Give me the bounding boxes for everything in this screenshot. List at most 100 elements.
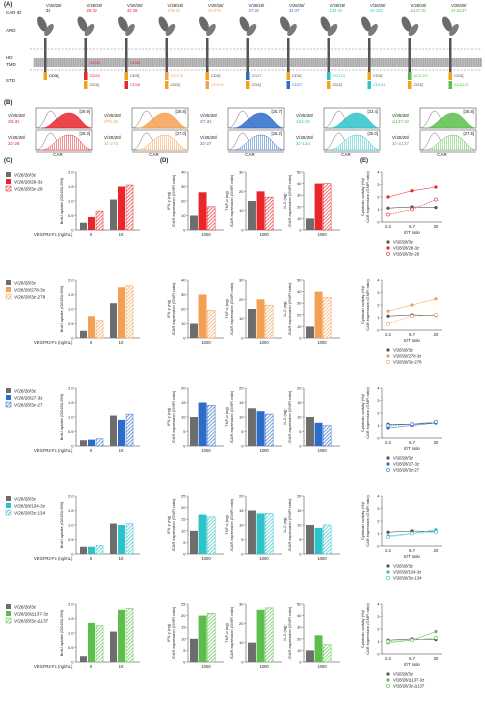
signaling-domain	[43, 72, 47, 80]
y-tick-label: 20	[239, 386, 244, 391]
construct-name: 3z-28	[127, 8, 138, 13]
scfv-domain	[287, 23, 297, 37]
signaling-domain-label: CD27	[252, 73, 263, 78]
y-tick-label: 30	[181, 184, 186, 189]
y-tick-label: 0	[71, 444, 74, 449]
histogram-label: 3z-28	[8, 141, 20, 146]
y-tick-label: 30	[297, 193, 302, 198]
histogram-label: 3z-27	[200, 141, 212, 146]
y-tick-label: 1	[377, 639, 380, 644]
x-tick-label: 0	[90, 448, 93, 453]
cytotoxicity-point	[434, 635, 438, 640]
car-construct: V/28/28/3z-28 CD3ζ CD28 CD28	[118, 3, 143, 89]
cytotoxicity-point	[386, 309, 390, 313]
x-tick-label: 2.2	[385, 440, 391, 445]
legend-swatch	[5, 401, 12, 408]
y-axis-label: IL-2 (ng)	[282, 409, 287, 425]
proliferation-bar	[118, 419, 125, 446]
y-tick-label: 2.0	[68, 602, 74, 607]
cytokine-bar	[314, 635, 323, 662]
y-tick-label: 1.5	[68, 292, 74, 297]
y-tick-label: 40	[297, 289, 302, 294]
legend-swatch	[6, 287, 11, 292]
scfv-domain	[84, 23, 95, 37]
cytokine-bar	[256, 299, 265, 338]
signaling-domain-label: CD134	[333, 73, 346, 78]
y-axis-label: /CAR expression (GMFI ratio)	[287, 282, 292, 335]
cytokine-bar	[248, 510, 256, 554]
functional-assay-charts: V/28/28/3zV/28/28/28-3zV/28/28/3z-2800.5…	[5, 170, 442, 689]
signaling-domain	[84, 81, 88, 89]
signaling-domain-label: CD27	[292, 82, 303, 87]
legend-label: V/28/28/3z	[393, 240, 413, 245]
legend-swatch	[6, 395, 11, 400]
signaling-domain	[367, 72, 371, 80]
tm-label: CD28	[130, 60, 141, 65]
histogram-label: 3z-134	[296, 141, 310, 146]
y-tick-label: 1	[377, 423, 380, 428]
legend-swatch	[6, 172, 11, 177]
legend-label: V/28/28/3z-278	[14, 295, 46, 300]
legend-label: V/28/28/28-3z	[393, 246, 419, 251]
histogram-label: V/28/28/	[104, 135, 122, 140]
signaling-domain-label: CD28	[90, 73, 101, 78]
construct-name: Δ137-3z	[411, 8, 427, 13]
y-tick-label: 0	[183, 552, 186, 557]
cytotoxicity-point	[386, 212, 390, 217]
car-curve	[425, 134, 477, 151]
legend-marker	[386, 570, 390, 574]
y-axis-label: /CAR expression (GMFI ratio)	[287, 390, 292, 443]
construct-name: 27-3z	[249, 8, 259, 13]
y-tick-label: 5	[183, 648, 186, 653]
cytokine-bar	[306, 218, 314, 230]
cytokine-bar	[206, 516, 216, 555]
hinge-domain	[368, 38, 371, 72]
cytokine-bar	[198, 514, 207, 554]
proliferation-bar	[88, 622, 95, 662]
y-tick-label: 0	[241, 228, 244, 233]
cytokine-bar	[206, 206, 216, 231]
proliferation-bar	[110, 415, 117, 446]
y-tick-label: 15	[297, 508, 302, 513]
x-tick-label: 10	[119, 340, 124, 345]
y-tick-label: 5	[299, 537, 302, 542]
y-tick-label: 2	[377, 627, 380, 632]
y-tick-label: 30	[297, 625, 302, 630]
histogram: V/28/28/3z-278 [27.0]	[104, 129, 189, 151]
y-tick-label: 20	[297, 204, 302, 209]
y-tick-label: 0	[71, 336, 74, 341]
legend-label: V/28/28/3z	[14, 281, 37, 286]
construct-name: 3z-27	[289, 8, 300, 13]
proliferation-bar	[80, 546, 87, 554]
cytokine-bar	[190, 638, 198, 662]
histogram: V/28/28/3z-28 [29.3]	[8, 129, 93, 151]
x-axis-label: VEGFR2-Fc (ng/mL)	[34, 664, 73, 669]
y-axis-label: IL-2 (ng)	[282, 517, 287, 533]
y-axis-label: TNF-α (ng)	[224, 191, 229, 211]
x-tick-label: 1000	[259, 232, 269, 237]
cytokine-bar	[264, 196, 274, 231]
y-axis-label: /CAR expression (GMFI ratio)	[229, 174, 234, 227]
cytotoxicity-point	[410, 303, 414, 307]
y-tick-label: 4	[377, 494, 380, 499]
histogram-value: [23.4]	[368, 109, 378, 114]
legend-label: V/28/28/3z-Δ137	[14, 619, 49, 624]
y-tick-label: 0.5	[68, 537, 74, 542]
histogram-value: [25.7]	[272, 109, 282, 114]
histogram-xlabel: CAR	[53, 152, 63, 157]
proliferation-bar	[110, 199, 117, 230]
signaling-domain-label: CD28	[130, 82, 141, 87]
y-tick-label: 1	[377, 531, 380, 536]
proliferation-bar	[95, 545, 104, 555]
y-axis-label: /CAR expression (GMFI ratio)	[287, 174, 292, 227]
y-axis-label: CAR expression (GMFI ratio)	[365, 603, 370, 655]
region-label: ARD	[6, 28, 16, 33]
signaling-domain	[124, 72, 128, 80]
cytokine-bar	[314, 527, 323, 554]
scfv-domain	[165, 23, 176, 37]
y-axis-label: Cytotoxic activity (%)/	[360, 609, 365, 648]
cytotoxicity-point	[434, 530, 438, 535]
y-tick-label: 3	[377, 506, 380, 511]
y-axis-label: BrdU uptake (OD450-690)	[59, 393, 64, 440]
cytokine-bar	[322, 524, 332, 555]
